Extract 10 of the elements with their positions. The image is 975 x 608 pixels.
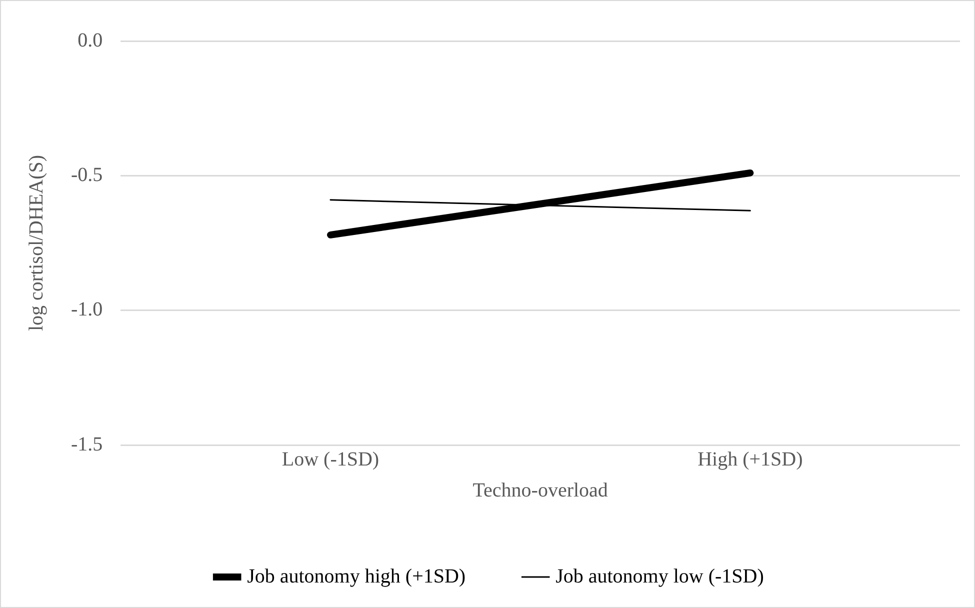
x-tick-label: High (+1SD): [698, 448, 803, 470]
legend-label: Job autonomy low (-1SD): [556, 565, 764, 588]
x-axis-title: Techno-overload: [472, 479, 608, 502]
y-tick-label: -1.0: [70, 298, 103, 321]
y-tick-label: -1.5: [70, 433, 103, 456]
x-tick-label: Low (-1SD): [282, 448, 380, 470]
y-axis-title: log cortisol/DHEA(S): [25, 154, 48, 332]
y-tick-label: 0.0: [78, 29, 103, 52]
y-tick-label: -0.5: [70, 164, 103, 186]
legend-label: Job autonomy high (+1SD): [247, 565, 466, 588]
